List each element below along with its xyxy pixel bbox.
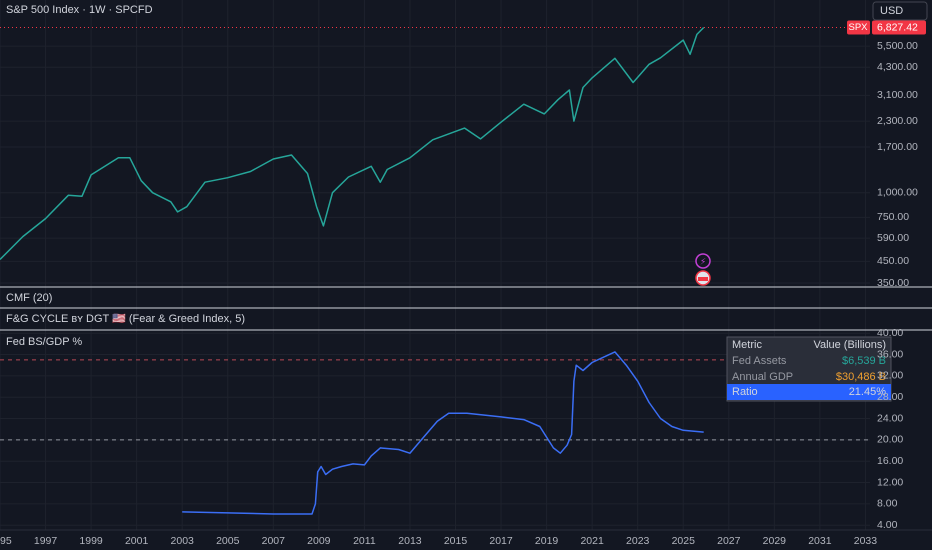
x-tick-label: 1995: [0, 535, 12, 547]
y-tick-label: 750.00: [877, 211, 909, 223]
y-tick-label: 40.00: [877, 327, 903, 339]
y-tick-label: 3,100.00: [877, 89, 918, 101]
y-tick-label: 16.00: [877, 455, 903, 467]
x-tick-label: 2015: [444, 535, 468, 547]
symbol-title: S&P 500 Index · 1W · SPCFD: [6, 4, 153, 16]
y-tick-label: 450.00: [877, 255, 909, 267]
last-price-bg: [872, 20, 926, 35]
series-tag: SPX: [848, 22, 868, 33]
x-tick-label: 2027: [717, 535, 741, 547]
y-tick-label: 24.00: [877, 412, 903, 424]
x-tick-label: 2009: [307, 535, 331, 547]
info-table: Metric Value (Billions) Fed Assets $6,53…: [726, 336, 892, 402]
x-tick-label: 2017: [489, 535, 513, 547]
y-tick-label: 5,500.00: [877, 40, 918, 52]
table-cell: 21.45%: [849, 386, 887, 398]
y-tick-label: 1,000.00: [877, 186, 918, 198]
x-tick-label: 2023: [626, 535, 650, 547]
y-tick-label: 2,300.00: [877, 115, 918, 127]
currency-button[interactable]: [872, 1, 928, 21]
flag-icon-stripe: [698, 277, 708, 281]
last-price-label: 6,827.42: [877, 21, 918, 33]
x-tick-label: 2007: [262, 535, 286, 547]
x-tick-label: 2005: [216, 535, 240, 547]
x-tick-label: 2033: [854, 535, 878, 547]
panel-title: Fed BS/GDP %: [6, 336, 82, 348]
y-tick-label: 590.00: [877, 232, 909, 244]
x-tick-label: 1999: [79, 535, 103, 547]
table-cell: $30,486 B: [836, 371, 886, 383]
price-line: [0, 26, 705, 261]
y-tick-label: 4,300.00: [877, 61, 918, 73]
y-tick-label: 1,700.00: [877, 141, 918, 153]
y-tick-label: 28.00: [877, 391, 903, 403]
x-tick-label: 2031: [808, 535, 832, 547]
table-cell: Ratio: [732, 386, 758, 398]
table-cell: Fed Assets: [732, 355, 787, 367]
mark-layer: [0, 26, 870, 515]
y-tick-label: 4.00: [877, 519, 898, 531]
grid-layer: [0, 0, 870, 530]
x-tick-label: 2029: [763, 535, 787, 547]
x-tick-label: 2021: [580, 535, 604, 547]
overlay-layer: 350.00 450.00 590.00 750.00 1,000.00 1,700.00…: [0, 20, 926, 547]
series-tag-bg: [847, 20, 870, 35]
table-cell: Annual GDP: [732, 371, 793, 383]
event-icon[interactable]: [695, 253, 711, 269]
table-highlight-row: [727, 384, 891, 400]
x-tick-label: 1997: [34, 535, 58, 547]
y-tick-label: 36.00: [877, 348, 903, 360]
table-header: Metric: [732, 339, 762, 351]
y-tick-label: 12.00: [877, 476, 903, 488]
table-header: Value (Billions): [813, 339, 886, 351]
x-tick-label: 2011: [353, 535, 376, 547]
event-icon-glyph: ⚡: [700, 256, 706, 266]
y-tick-label: 350.00: [877, 277, 909, 289]
x-tick-label: 2001: [125, 535, 149, 547]
y-tick-label: 8.00: [877, 498, 898, 510]
x-tick-label: 2003: [171, 535, 195, 547]
y-tick-label: 32.00: [877, 370, 903, 382]
x-tick-label: 2019: [535, 535, 559, 547]
ratio-line: [182, 351, 704, 515]
panel-label: F&G CYCLE ʙʏ DGT 🇺🇸 (Fear & Greed Index,…: [6, 312, 245, 325]
y-tick-label: 20.00: [877, 434, 903, 446]
x-tick-label: 2025: [672, 535, 696, 547]
table-cell: $6,539 B: [842, 355, 886, 367]
x-tick-label: 2013: [398, 535, 422, 547]
panel-label: CMF (20): [6, 292, 52, 304]
currency-label[interactable]: USD: [880, 5, 903, 17]
